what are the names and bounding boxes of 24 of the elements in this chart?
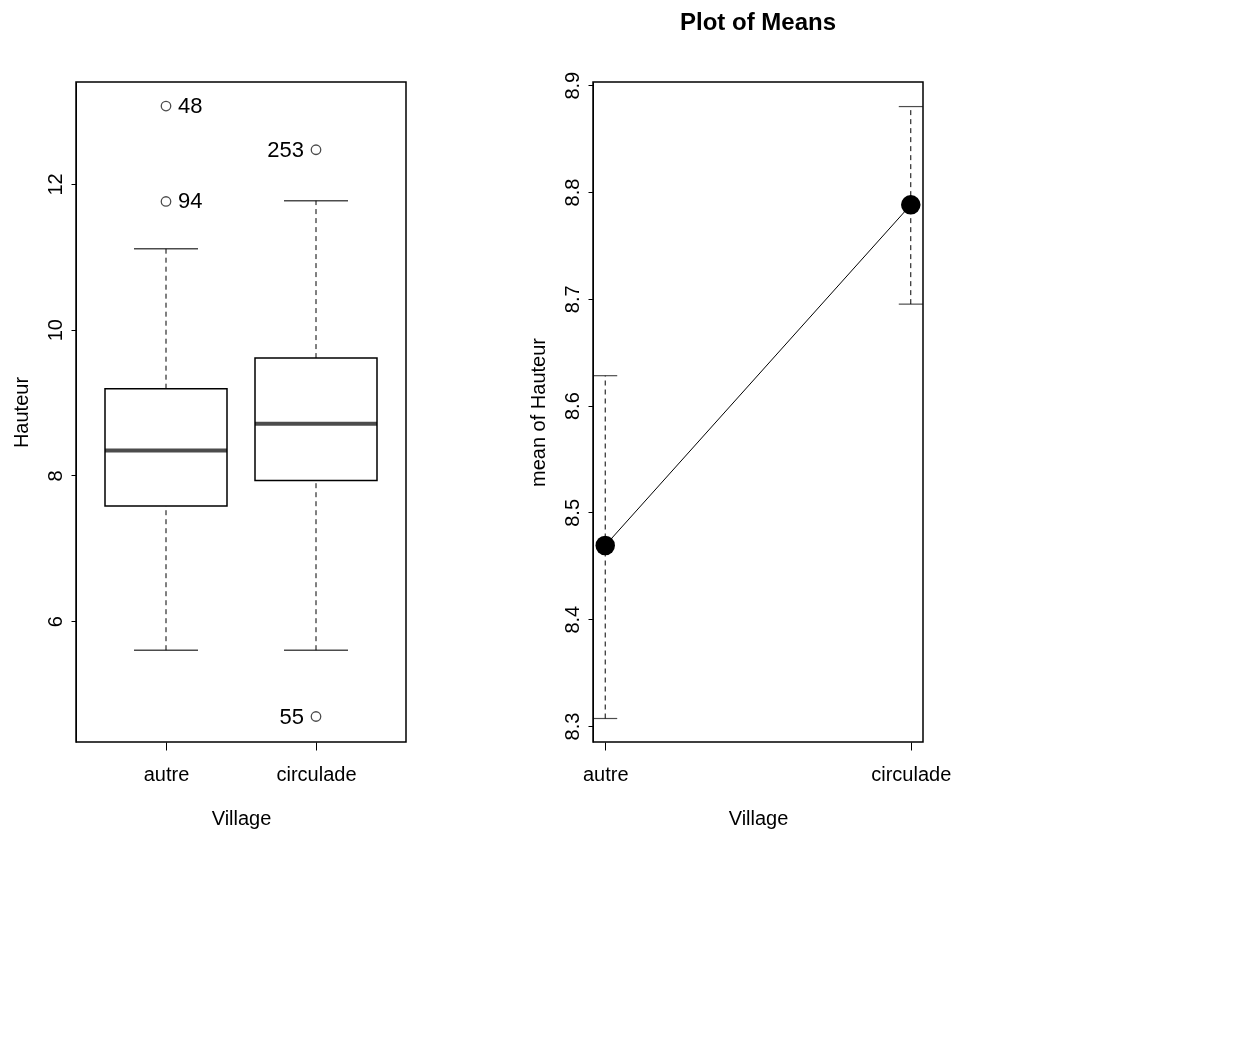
x-axis-title: Village [211,806,272,829]
annotation: 48 [178,93,203,119]
x-tick-label: circulade [276,762,357,785]
annotation: 55 [279,703,304,729]
y-tick-label: 8.9 [560,71,583,100]
y-axis-title: mean of Hauteur [526,337,549,487]
y-tick-label: 8.8 [560,178,583,207]
y-tick-label: 10 [43,319,66,342]
chart-title: Plot of Means [679,8,837,36]
y-tick-label: 8.7 [560,285,583,314]
y-tick-label: 8.3 [560,712,583,741]
y-tick-label: 8.4 [560,605,583,634]
annotation: 94 [178,188,203,214]
y-tick-label: 6 [43,616,66,628]
x-tick-label: autre [143,762,190,785]
y-axis-title: Hauteur [9,376,32,449]
annotation: 253 [267,136,304,162]
y-tick-label: 8.6 [560,392,583,420]
y-tick-label: 12 [43,173,66,196]
x-axis-title: Village [728,806,789,829]
y-tick-label: 8 [43,470,66,482]
y-tick-label: 8.5 [560,498,583,527]
x-tick-label: autre [582,762,629,785]
x-tick-label: circulade [871,762,952,785]
